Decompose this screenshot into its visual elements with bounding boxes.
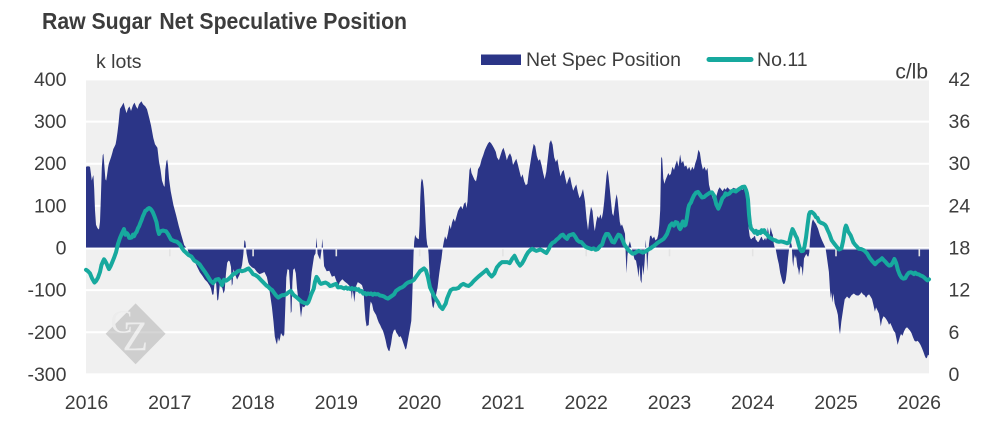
svg-text:400: 400	[34, 69, 67, 91]
svg-text:C: C	[111, 305, 133, 341]
svg-text:36: 36	[949, 111, 971, 133]
svg-text:Z: Z	[123, 315, 149, 361]
svg-text:24: 24	[949, 195, 971, 217]
svg-text:-200: -200	[27, 322, 66, 344]
svg-text:42: 42	[949, 69, 971, 91]
svg-text:c/lb: c/lb	[895, 61, 928, 84]
svg-text:6: 6	[949, 322, 960, 344]
svg-text:12: 12	[949, 280, 971, 302]
svg-text:100: 100	[34, 195, 67, 217]
svg-text:No.11: No.11	[757, 49, 808, 71]
svg-text:2020: 2020	[398, 392, 442, 414]
svg-text:2025: 2025	[814, 392, 858, 414]
svg-text:Raw Sugar Net Speculative Pos: Raw Sugar Net Speculative Position	[42, 8, 407, 34]
svg-text:-300: -300	[27, 364, 66, 386]
svg-text:2018: 2018	[231, 392, 274, 414]
svg-text:2019: 2019	[315, 392, 358, 414]
svg-text:2022: 2022	[565, 392, 608, 414]
svg-text:2016: 2016	[65, 392, 108, 414]
svg-text:2017: 2017	[148, 392, 191, 414]
svg-text:-100: -100	[27, 280, 66, 302]
svg-text:300: 300	[34, 111, 67, 133]
svg-text:2023: 2023	[648, 392, 691, 414]
svg-text:2026: 2026	[898, 392, 941, 414]
svg-text:18: 18	[949, 238, 971, 260]
svg-text:2024: 2024	[731, 392, 775, 414]
svg-text:30: 30	[949, 153, 971, 175]
svg-text:k lots: k lots	[96, 51, 142, 73]
svg-text:Net Spec Position: Net Spec Position	[526, 49, 681, 71]
svg-text:0: 0	[949, 364, 960, 386]
svg-text:200: 200	[34, 153, 67, 175]
svg-text:0: 0	[56, 238, 67, 260]
svg-text:2021: 2021	[481, 392, 524, 414]
